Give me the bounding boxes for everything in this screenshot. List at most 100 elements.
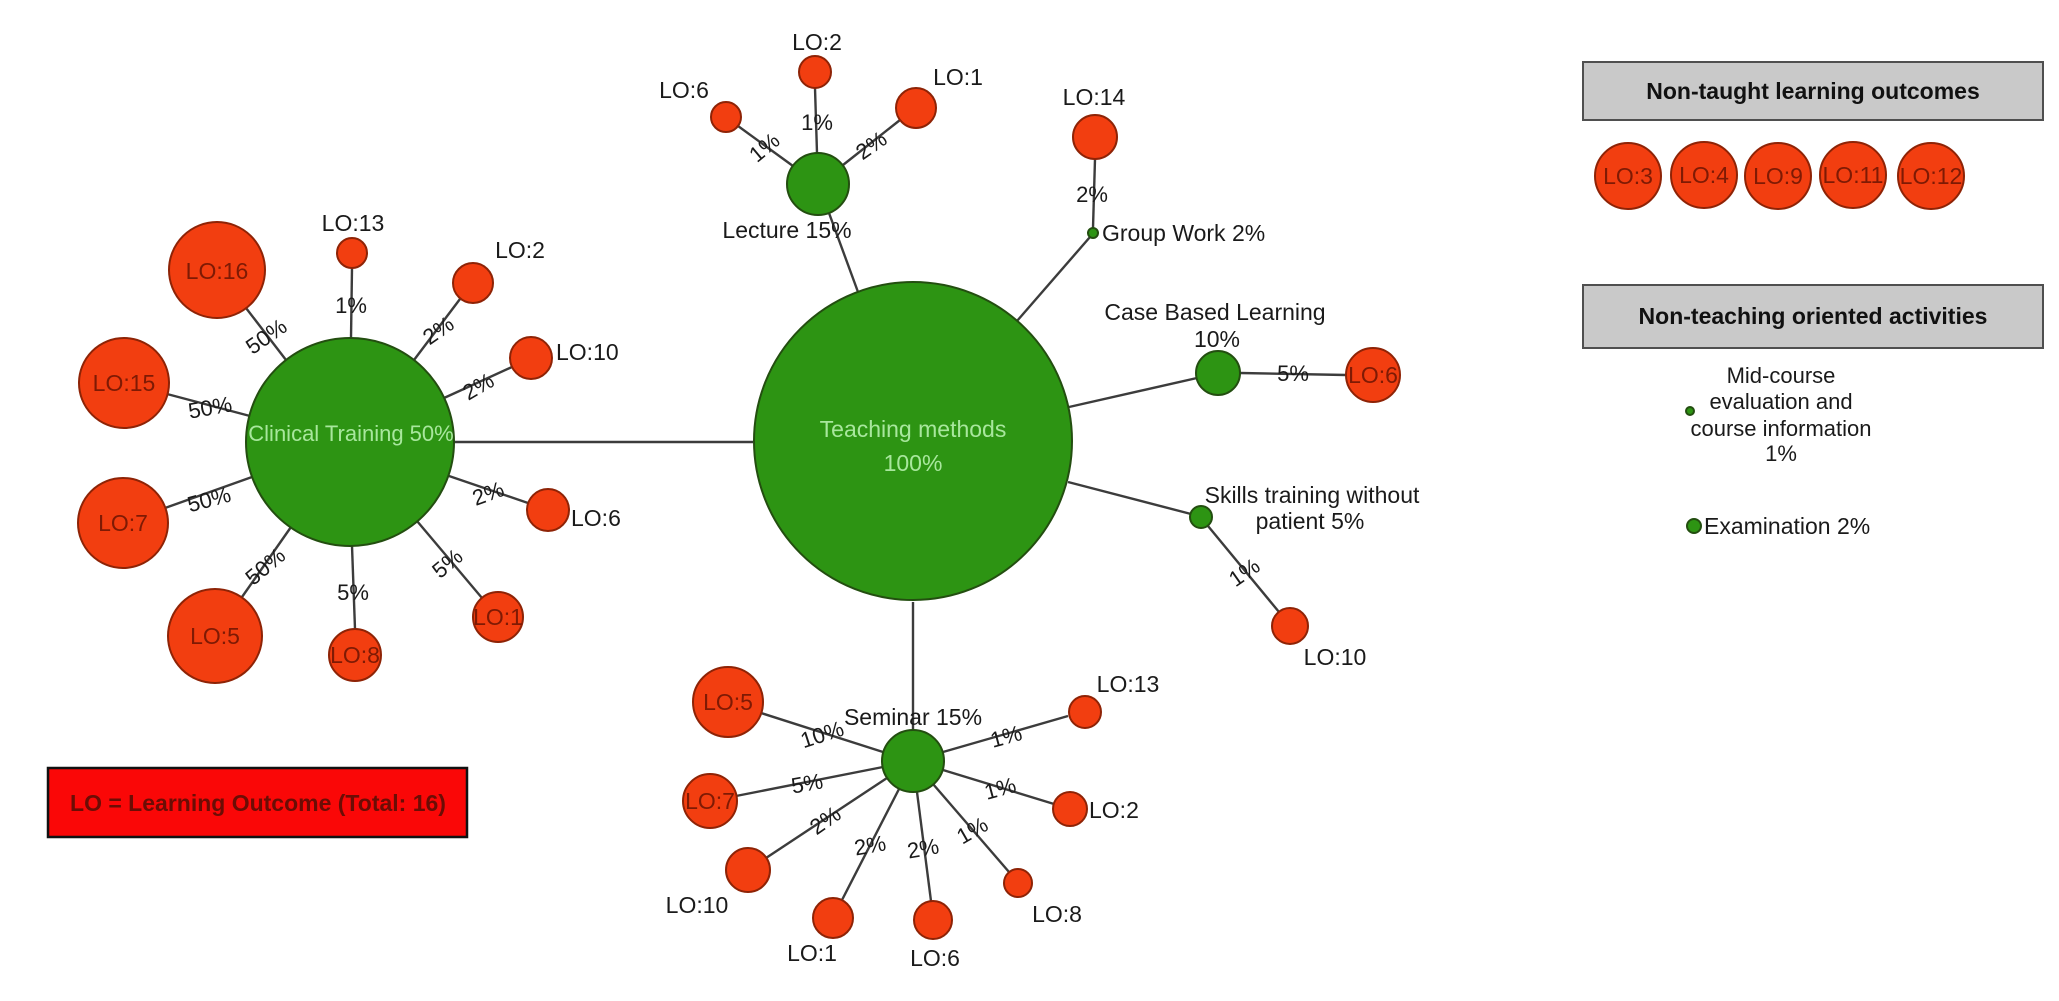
non-taught-lo9-circle [1744, 142, 1812, 210]
non-taught-lo3-label: LO:3 [1603, 163, 1653, 189]
clinical-lo5-pct: 50% [240, 543, 290, 590]
edge-tm-casebased [1068, 376, 1198, 409]
seminar-lo7-pct: 5% [789, 768, 825, 798]
seminar-lo8-label: LO:8 [1032, 901, 1082, 927]
legend-box [46, 766, 469, 839]
edge-seminar-lo10 [765, 776, 888, 860]
lecture-lo6-circle [710, 101, 742, 133]
seminar-label: Seminar 15% [844, 704, 982, 730]
edge-seminar-lo8 [932, 783, 1010, 873]
lo16-circle [168, 221, 266, 319]
clinical-lo7-pct: 50% [185, 482, 234, 518]
lo5-circle [167, 588, 263, 684]
lecture-lo2-circle [798, 55, 832, 89]
seminar-lo5-circle [692, 666, 764, 738]
seminar-cluster: Seminar 15% LO:5 10% LO:7 5% LO:10 2% LO… [666, 666, 1160, 971]
edge-seminar-lo7 [735, 765, 884, 798]
skills-lo10-label: LO:10 [1304, 644, 1367, 670]
lo8-label: LO:8 [330, 642, 380, 668]
edge-clinical-lo7 [164, 475, 253, 510]
seminar-lo13-circle [1068, 695, 1102, 729]
lo1-circle [472, 591, 524, 643]
non-taught-lo4-label: LO:4 [1679, 162, 1729, 188]
clinical-lo10-pct: 2% [458, 368, 498, 406]
seminar-lo1-label: LO:1 [787, 940, 837, 966]
seminar-lo1-pct: 2% [852, 830, 888, 860]
teaching-methods-node: Teaching methods 100% [753, 281, 1073, 601]
skills-training-branch: Skills training without patient 5% 1% LO… [1189, 482, 1420, 670]
edge-lecture-lo6 [737, 125, 794, 167]
midcourse-line4: 1% [1765, 441, 1797, 466]
non-taught-lo11-label: LO:11 [1823, 162, 1884, 188]
clinical-training-circle [245, 337, 455, 547]
group-work-branch: LO:14 2% Group Work 2% [1063, 84, 1266, 246]
lecture-label: Lecture 15% [722, 217, 851, 243]
edge-lecture-lo2 [813, 87, 819, 154]
edge-seminar-lo2 [942, 768, 1055, 806]
edge-seminar-lo6 [915, 791, 933, 902]
lo6-circle [526, 488, 570, 532]
non-teaching-header-box [1582, 284, 2044, 349]
non-taught-lo4-circle [1670, 141, 1738, 209]
lo7-label: LO:7 [98, 510, 148, 536]
edge-casebased-lo6 [1239, 371, 1347, 377]
seminar-lo5-label: LO:5 [703, 689, 753, 715]
trunk-edges [454, 212, 1198, 730]
edge-lo14-groupwork [1091, 158, 1097, 229]
lo1-label: LO:1 [473, 604, 523, 630]
groupwork-lo14-pct: 2% [1076, 182, 1108, 207]
non-teaching-panel: Non-teaching oriented activities Mid-cou… [1582, 284, 2044, 539]
case-based-title: Case Based Learning [1104, 299, 1325, 325]
edge-clinical-lo10 [443, 365, 513, 400]
seminar-lo2-pct: 1% [982, 772, 1019, 804]
clinical-lo6-pct: 2% [469, 476, 507, 510]
edge-clinical-lo1 [416, 520, 483, 599]
seminar-lo7-circle [682, 773, 738, 829]
lo2-circle [452, 262, 494, 304]
seminar-circle [881, 729, 945, 793]
clinical-lo8-pct: 5% [337, 580, 369, 605]
lo14-circle [1072, 114, 1118, 160]
skills-title-line1: Skills training without [1205, 482, 1420, 508]
lecture-lo1-label: LO:1 [933, 64, 983, 90]
edge-clinical-lo6 [448, 474, 529, 505]
non-taught-header-box [1582, 61, 2044, 121]
clinical-lo1-pct: 5% [427, 544, 467, 584]
clinical-edges [164, 267, 529, 630]
midcourse-dot [1685, 406, 1695, 416]
lo13-circle [336, 237, 368, 269]
case-based-lo6-label: LO:6 [1348, 362, 1398, 388]
midcourse-line1: Mid-course [1727, 363, 1836, 388]
legend-text: LO = Learning Outcome (Total: 16) [70, 790, 446, 816]
lecture-lo2-label: LO:2 [792, 29, 842, 55]
seminar-lo8-pct: 1% [952, 812, 992, 850]
lo14-label: LO:14 [1063, 84, 1126, 110]
edge-lecture-lo1 [842, 119, 901, 166]
edge-tm-skills [1067, 480, 1192, 516]
lecture-cluster: Lecture 15% LO:6 1% LO:2 1% LO:1 2% [659, 29, 983, 243]
seminar-lo1-circle [812, 897, 854, 939]
edge-seminar-lo5 [760, 711, 884, 754]
lo16-label: LO:16 [186, 258, 249, 284]
edge-seminar-lo13 [942, 714, 1069, 754]
clinical-lo15-pct: 50% [186, 391, 234, 423]
clinical-training-cluster: Clinical Training 50% LO:16 50% LO:13 1%… [77, 210, 621, 684]
midcourse-line3: course information [1691, 416, 1872, 441]
case-based-lo6-pct: 5% [1277, 361, 1309, 386]
non-taught-lo3-circle [1594, 142, 1662, 210]
lecture-lo1-circle [895, 87, 937, 129]
case-based-pct: 10% [1194, 326, 1240, 352]
seminar-lo13-label: LO:13 [1097, 671, 1160, 697]
edge-seminar-lo1 [840, 788, 901, 901]
edge-tm-lecture [827, 212, 860, 293]
non-taught-title: Non-taught learning outcomes [1646, 78, 1980, 104]
case-based-learning-branch: Case Based Learning 10% 5% LO:6 [1104, 299, 1401, 403]
lo2-label: LO:2 [495, 237, 545, 263]
teaching-methods-circle [753, 281, 1073, 601]
seminar-lo10-circle [725, 847, 771, 893]
seminar-lo2-circle [1052, 791, 1088, 827]
edge-clinical-lo13 [349, 267, 354, 339]
clinical-training-label: Clinical Training 50% [248, 421, 453, 446]
seminar-lo6-circle [913, 900, 953, 940]
